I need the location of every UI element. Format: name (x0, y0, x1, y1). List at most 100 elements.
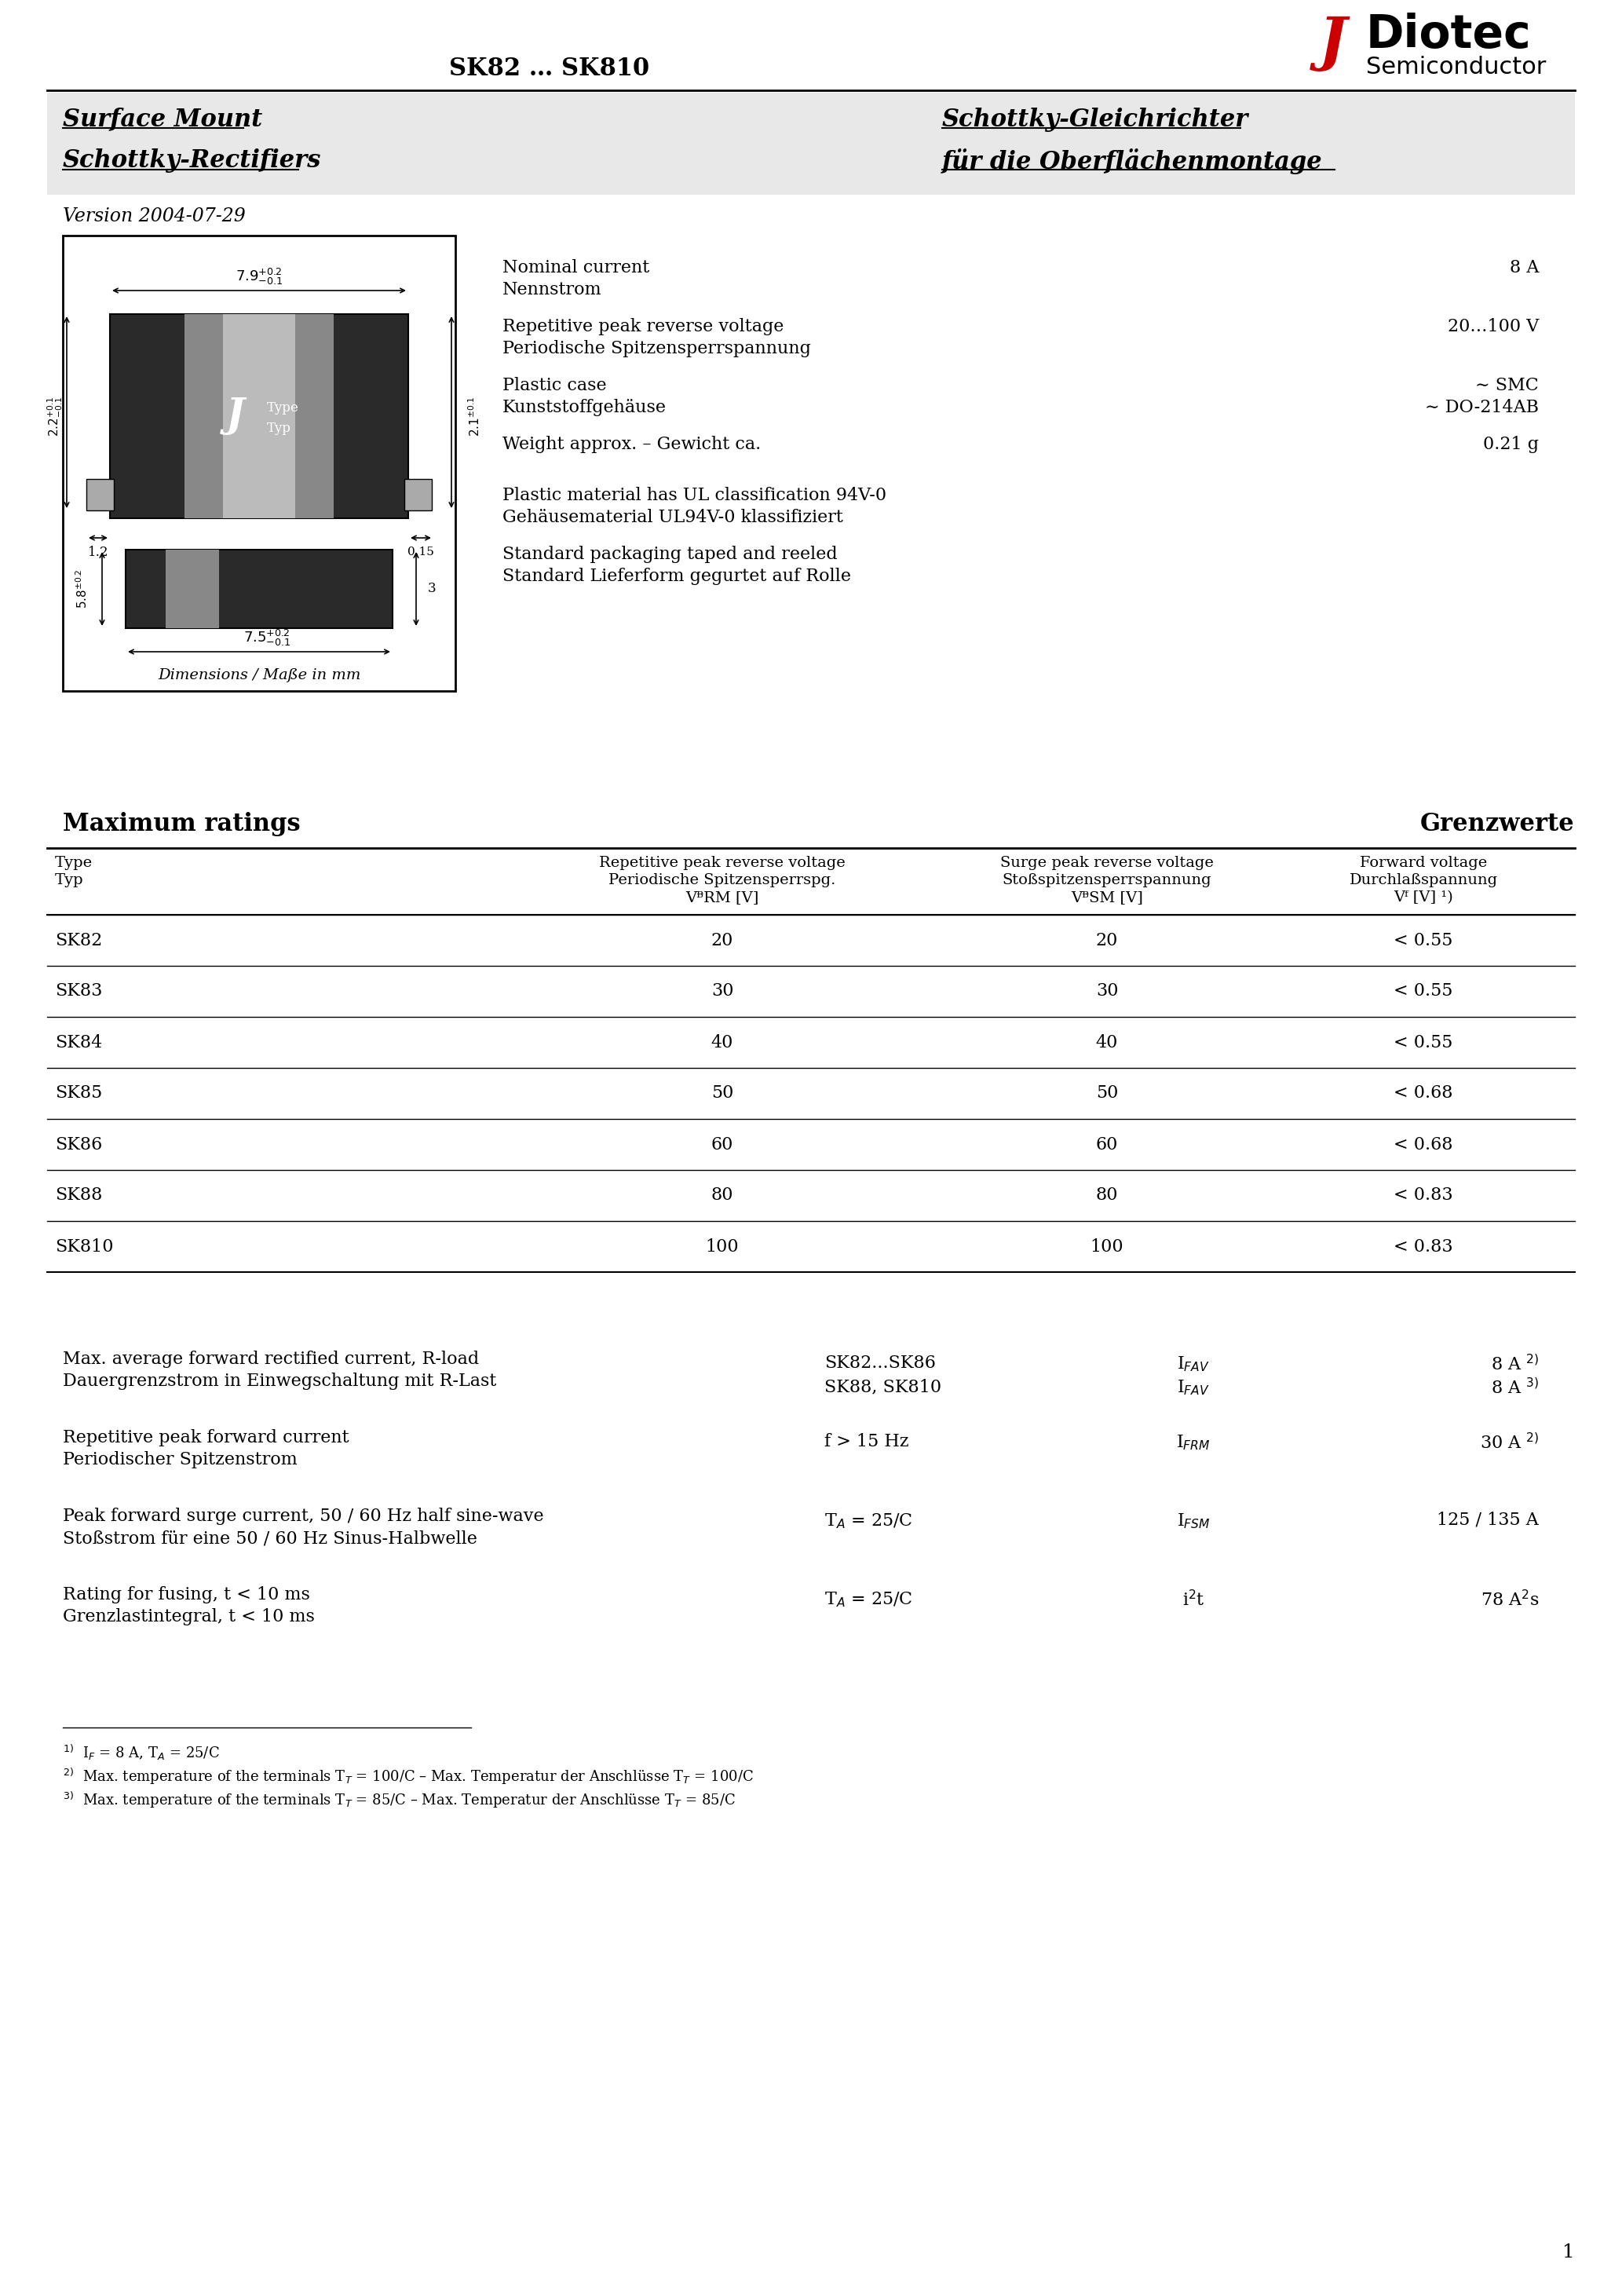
Text: VᴯSM [V]: VᴯSM [V] (1071, 891, 1144, 905)
Bar (165, 549, 219, 629)
Text: SK88, SK810: SK88, SK810 (824, 1378, 941, 1396)
Text: Forward voltage: Forward voltage (1359, 856, 1487, 870)
Bar (47, 92, 1575, 195)
Text: J: J (1319, 14, 1346, 71)
Text: SK82...SK86: SK82...SK86 (824, 1355, 936, 1371)
Text: Repetitive peak forward current: Repetitive peak forward current (63, 1428, 349, 1446)
Text: 100: 100 (706, 1238, 740, 1256)
Text: Standard Lieferform gegurtet auf Rolle: Standard Lieferform gegurtet auf Rolle (503, 567, 852, 585)
Text: Dimensions / Maße in mm: Dimensions / Maße in mm (157, 668, 360, 682)
Text: 20…100 V: 20…100 V (1447, 319, 1539, 335)
Text: J: J (225, 397, 245, 436)
Text: Type: Type (268, 402, 298, 416)
Text: T$_A$ = 25/C: T$_A$ = 25/C (824, 1511, 913, 1529)
Text: 30 A $^{2)}$: 30 A $^{2)}$ (1479, 1433, 1539, 1453)
Text: Durchlaßspannung: Durchlaßspannung (1350, 872, 1497, 886)
Text: Gehäusematerial UL94V-0 klassifiziert: Gehäusematerial UL94V-0 klassifiziert (503, 510, 843, 526)
Text: Version 2004-07-29: Version 2004-07-29 (63, 207, 245, 225)
Text: Diotec: Diotec (1366, 14, 1531, 57)
Text: 40: 40 (1096, 1033, 1118, 1052)
Text: Nennstrom: Nennstrom (503, 280, 602, 298)
Text: Repetitive peak reverse voltage: Repetitive peak reverse voltage (503, 319, 783, 335)
Text: Weight approx. – Gewicht ca.: Weight approx. – Gewicht ca. (503, 436, 761, 452)
Text: SK84: SK84 (55, 1033, 102, 1052)
Text: 20: 20 (1096, 932, 1118, 948)
Bar (110, 315, 409, 519)
Text: 80: 80 (710, 1187, 733, 1203)
Text: 100: 100 (1090, 1238, 1124, 1256)
Text: 0.15: 0.15 (407, 546, 435, 558)
Text: $7.5^{+0.2}_{-0.1}$: $7.5^{+0.2}_{-0.1}$ (243, 627, 290, 647)
Text: SK83: SK83 (55, 983, 102, 1001)
Text: SK82: SK82 (55, 932, 102, 948)
Text: Standard packaging taped and reeled: Standard packaging taped and reeled (503, 546, 837, 563)
Text: I$_{FAV}$: I$_{FAV}$ (1178, 1355, 1210, 1373)
Text: 60: 60 (1096, 1137, 1118, 1153)
Text: Peak forward surge current, 50 / 60 Hz half sine-wave: Peak forward surge current, 50 / 60 Hz h… (63, 1508, 543, 1525)
Text: SK88: SK88 (55, 1187, 102, 1203)
Text: 20: 20 (710, 932, 733, 948)
Text: SK86: SK86 (55, 1137, 102, 1153)
Text: 60: 60 (710, 1137, 733, 1153)
Text: 40: 40 (710, 1033, 733, 1052)
Text: 78 A$^2$s: 78 A$^2$s (1481, 1591, 1539, 1609)
Text: Semiconductor: Semiconductor (1366, 55, 1546, 78)
Text: i$^2$t: i$^2$t (1182, 1591, 1205, 1609)
Text: I$_{FRM}$: I$_{FRM}$ (1176, 1433, 1210, 1451)
Text: Typ: Typ (55, 872, 84, 886)
Text: < 0.83: < 0.83 (1393, 1187, 1453, 1203)
Text: < 0.55: < 0.55 (1393, 1033, 1453, 1052)
Text: ∼ DO-214AB: ∼ DO-214AB (1426, 400, 1539, 416)
Text: Periodische Spitzensperrspannung: Periodische Spitzensperrspannung (503, 340, 811, 358)
Text: Dauergrenzstrom in Einwegschaltung mit R-Last: Dauergrenzstrom in Einwegschaltung mit R… (63, 1373, 496, 1389)
Text: 30: 30 (710, 983, 733, 1001)
Text: 8 A $^{2)}$: 8 A $^{2)}$ (1491, 1355, 1539, 1375)
Text: 50: 50 (1096, 1084, 1118, 1102)
Text: $^{2)}$  Max. temperature of the terminals T$_T$ = 100/C – Max. Temperatur der A: $^{2)}$ Max. temperature of the terminal… (63, 1766, 754, 1786)
Text: Max. average forward rectified current, R-load: Max. average forward rectified current, … (63, 1350, 478, 1368)
Text: $7.9^{+0.2}_{-0.1}$: $7.9^{+0.2}_{-0.1}$ (235, 266, 282, 287)
Text: Periodische Spitzensperrspg.: Periodische Spitzensperrspg. (608, 872, 835, 886)
Text: $2.2^{+0.1}_{-0.1}$: $2.2^{+0.1}_{-0.1}$ (45, 395, 63, 436)
Text: f > 15 Hz: f > 15 Hz (824, 1433, 908, 1451)
Bar (86, 480, 114, 510)
Text: < 0.55: < 0.55 (1393, 983, 1453, 1001)
Bar (185, 315, 334, 519)
Text: Grenzwerte: Grenzwerte (1421, 813, 1575, 836)
Text: SK810: SK810 (55, 1238, 114, 1256)
Text: SK82 … SK810: SK82 … SK810 (449, 57, 650, 80)
Text: < 0.55: < 0.55 (1393, 932, 1453, 948)
Text: Type: Type (55, 856, 92, 870)
Bar (224, 315, 295, 519)
Text: Kunststoffgehäuse: Kunststoffgehäuse (503, 400, 667, 416)
Text: < 0.83: < 0.83 (1393, 1238, 1453, 1256)
Text: Stoßspitzensperrspannung: Stoßspitzensperrspannung (1002, 872, 1212, 886)
Text: < 0.68: < 0.68 (1393, 1084, 1453, 1102)
Text: 8 A $^{3)}$: 8 A $^{3)}$ (1491, 1378, 1539, 1398)
Text: SK85: SK85 (55, 1084, 102, 1102)
Text: $^{3)}$  Max. temperature of the terminals T$_T$ = 85/C – Max. Temperatur der An: $^{3)}$ Max. temperature of the terminal… (63, 1791, 735, 1809)
Text: für die Oberflächenmontage: für die Oberflächenmontage (942, 147, 1322, 174)
Text: Stoßstrom für eine 50 / 60 Hz Sinus-Halbwelle: Stoßstrom für eine 50 / 60 Hz Sinus-Halb… (63, 1529, 477, 1548)
Text: Surface Mount: Surface Mount (63, 108, 263, 131)
Text: VᴯRM [V]: VᴯRM [V] (686, 891, 759, 905)
Text: 3: 3 (428, 583, 436, 595)
Text: Maximum ratings: Maximum ratings (63, 813, 300, 836)
Text: Vᶠ [V] ¹): Vᶠ [V] ¹) (1393, 891, 1453, 905)
Text: < 0.68: < 0.68 (1393, 1137, 1453, 1153)
Text: Periodischer Spitzenstrom: Periodischer Spitzenstrom (63, 1451, 297, 1469)
Bar (125, 549, 393, 629)
Text: 30: 30 (1096, 983, 1118, 1001)
Text: I$_{FSM}$: I$_{FSM}$ (1176, 1511, 1210, 1529)
Text: Surge peak reverse voltage: Surge peak reverse voltage (1001, 856, 1213, 870)
Text: $^{1)}$  I$_F$ = 8 A, T$_A$ = 25/C: $^{1)}$ I$_F$ = 8 A, T$_A$ = 25/C (63, 1743, 219, 1763)
Text: Repetitive peak reverse voltage: Repetitive peak reverse voltage (599, 856, 845, 870)
Bar (404, 480, 431, 510)
Text: 1.2: 1.2 (88, 546, 109, 558)
Text: Nominal current: Nominal current (503, 259, 649, 276)
Text: I$_{FAV}$: I$_{FAV}$ (1178, 1378, 1210, 1396)
Text: 50: 50 (710, 1084, 733, 1102)
Text: ∼ SMC: ∼ SMC (1476, 377, 1539, 395)
Text: Plastic material has UL classification 94V-0: Plastic material has UL classification 9… (503, 487, 887, 505)
Text: Typ: Typ (268, 420, 292, 434)
